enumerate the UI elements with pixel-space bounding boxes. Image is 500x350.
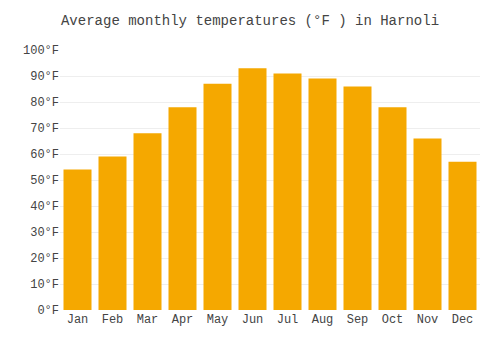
svg-text:80°F: 80°F <box>30 96 59 110</box>
svg-text:Oct: Oct <box>382 313 404 327</box>
svg-text:10°F: 10°F <box>30 278 59 292</box>
svg-text:0°F: 0°F <box>37 304 59 318</box>
svg-text:20°F: 20°F <box>30 252 59 266</box>
svg-text:Average monthly temperatures (: Average monthly temperatures (°F ) in Ha… <box>61 13 439 29</box>
svg-text:Sep: Sep <box>347 313 369 327</box>
svg-text:70°F: 70°F <box>30 122 59 136</box>
svg-text:Apr: Apr <box>172 313 194 327</box>
svg-text:Jun: Jun <box>242 313 264 327</box>
svg-text:May: May <box>207 313 229 327</box>
svg-text:Feb: Feb <box>102 313 124 327</box>
svg-text:Jul: Jul <box>277 313 299 327</box>
svg-text:40°F: 40°F <box>30 200 59 214</box>
svg-text:Jan: Jan <box>67 313 89 327</box>
svg-text:Nov: Nov <box>417 313 439 327</box>
svg-text:90°F: 90°F <box>30 70 59 84</box>
svg-text:50°F: 50°F <box>30 174 59 188</box>
svg-text:60°F: 60°F <box>30 148 59 162</box>
svg-text:Dec: Dec <box>452 313 474 327</box>
svg-text:Mar: Mar <box>137 313 159 327</box>
svg-text:100°F: 100°F <box>23 44 59 58</box>
svg-text:30°F: 30°F <box>30 226 59 240</box>
svg-text:Aug: Aug <box>312 313 334 327</box>
